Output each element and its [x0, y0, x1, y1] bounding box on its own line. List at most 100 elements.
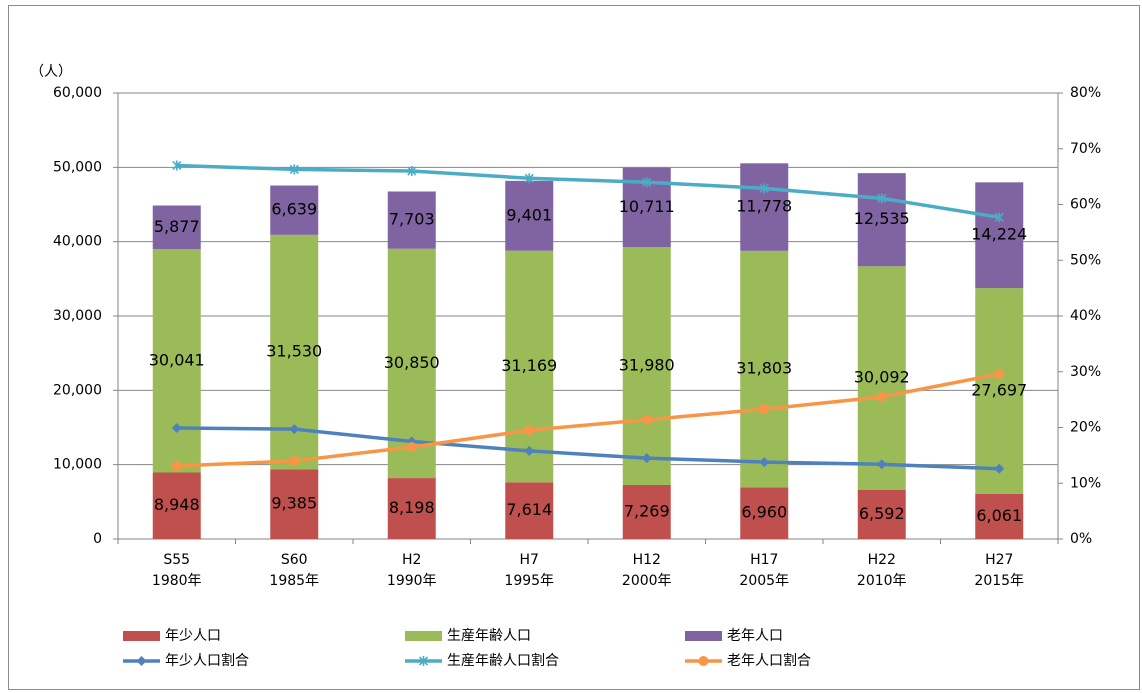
bar-segment	[857, 266, 906, 490]
data-label: 11,778	[736, 197, 792, 216]
bar-segment	[505, 482, 554, 539]
y2-tick-label: 40%	[1070, 308, 1101, 324]
bar-segment	[857, 489, 906, 539]
y2-tick-label: 80%	[1070, 85, 1101, 101]
legend-label: 生産年齢人口	[447, 628, 531, 644]
bar-segment	[622, 484, 671, 539]
x-tick-label: H7	[520, 552, 539, 568]
line-marker	[876, 459, 887, 470]
bar-segment	[740, 487, 789, 539]
bar-segment	[975, 493, 1024, 539]
data-label: 8,948	[154, 495, 200, 514]
legend-label: 老年人口	[727, 628, 783, 644]
line-marker	[406, 442, 417, 453]
data-label: 7,269	[624, 501, 670, 520]
legend-marker	[136, 656, 147, 666]
line-marker	[759, 404, 770, 415]
data-label: 7,703	[389, 210, 435, 229]
data-label: 31,169	[501, 356, 557, 375]
data-label: 7,614	[506, 500, 552, 519]
y2-tick-label: 50%	[1070, 252, 1101, 268]
legend-label: 老年人口割合	[727, 652, 811, 669]
x-tick-label: 2000年	[622, 573, 672, 589]
x-tick-label: S55	[163, 552, 190, 568]
y2-tick-label: 70%	[1070, 141, 1101, 157]
line-marker	[641, 414, 652, 425]
legend-marker	[698, 656, 709, 666]
y2-tick-label: 20%	[1070, 420, 1101, 436]
x-tick-label: H2	[402, 552, 421, 568]
x-tick-label: H17	[750, 552, 778, 568]
line	[176, 426, 1000, 471]
line-marker	[994, 463, 1005, 474]
y-tick-label: 20,000	[53, 382, 102, 398]
data-label: 31,530	[266, 342, 322, 361]
bar-segment	[387, 191, 436, 249]
bar-segment	[857, 173, 906, 267]
line	[176, 372, 1000, 468]
line-marker	[759, 457, 770, 468]
x-tick-label: S60	[281, 552, 308, 568]
line-marker	[289, 455, 300, 466]
data-label: 31,980	[619, 356, 675, 375]
line-marker	[171, 460, 182, 471]
y2-tick-label: 10%	[1070, 475, 1101, 491]
line-marker	[759, 183, 769, 194]
data-label: 14,224	[971, 225, 1027, 244]
legend-swatch	[123, 631, 160, 641]
bar-segment	[152, 205, 201, 250]
y-tick-label: 0	[93, 531, 102, 547]
line-marker	[172, 160, 182, 171]
bar-segment	[152, 249, 201, 473]
data-label: 5,877	[154, 217, 200, 236]
x-tick-label: 1985年	[269, 573, 319, 589]
data-label: 6,960	[741, 503, 787, 522]
data-label: 30,092	[854, 368, 910, 387]
legend-marker	[418, 656, 429, 666]
line-marker	[876, 391, 887, 402]
data-label: 12,535	[854, 209, 910, 228]
line-marker	[289, 164, 299, 175]
line-marker	[877, 193, 887, 204]
y-tick-label: 40,000	[53, 234, 102, 250]
bar-segment	[152, 472, 201, 539]
data-label: 6,061	[976, 506, 1022, 525]
legend-swatch	[685, 631, 722, 641]
line-marker	[642, 177, 652, 188]
x-tick-label: 1995年	[504, 573, 554, 589]
legend-label: 年少人口割合	[165, 652, 249, 669]
line-marker	[994, 212, 1004, 223]
bar-segment	[622, 247, 671, 485]
bar-segment	[270, 469, 319, 539]
line-marker	[289, 424, 300, 435]
x-tick-label: H12	[633, 552, 661, 568]
line-marker	[994, 368, 1005, 379]
x-tick-label: H22	[868, 552, 896, 568]
line-marker	[171, 423, 182, 434]
bar-segment	[740, 163, 789, 251]
bar-segment	[387, 478, 436, 539]
x-tick-label: 2015年	[974, 573, 1024, 589]
data-label: 30,041	[149, 350, 205, 369]
x-tick-label: 1980年	[152, 573, 202, 589]
y2-tick-label: 60%	[1070, 197, 1101, 213]
data-label: 6,592	[859, 504, 905, 523]
bar-segment	[505, 250, 554, 483]
y2-tick-label: 0%	[1070, 531, 1092, 547]
y-unit-label: （人）	[30, 64, 72, 80]
bar-segment	[505, 180, 554, 251]
legend-label: 年少人口	[165, 628, 221, 644]
data-label: 8,198	[389, 498, 435, 517]
y2-tick-label: 30%	[1070, 364, 1101, 380]
y-tick-label: 50,000	[53, 159, 102, 175]
bar-segment	[975, 182, 1024, 289]
data-label: 9,401	[506, 205, 552, 224]
line-marker	[524, 425, 535, 436]
bar-segment	[740, 250, 789, 488]
line-marker	[641, 453, 652, 464]
data-label: 27,697	[971, 381, 1027, 400]
x-tick-label: 2010年	[857, 573, 907, 589]
y-tick-label: 30,000	[53, 308, 102, 324]
